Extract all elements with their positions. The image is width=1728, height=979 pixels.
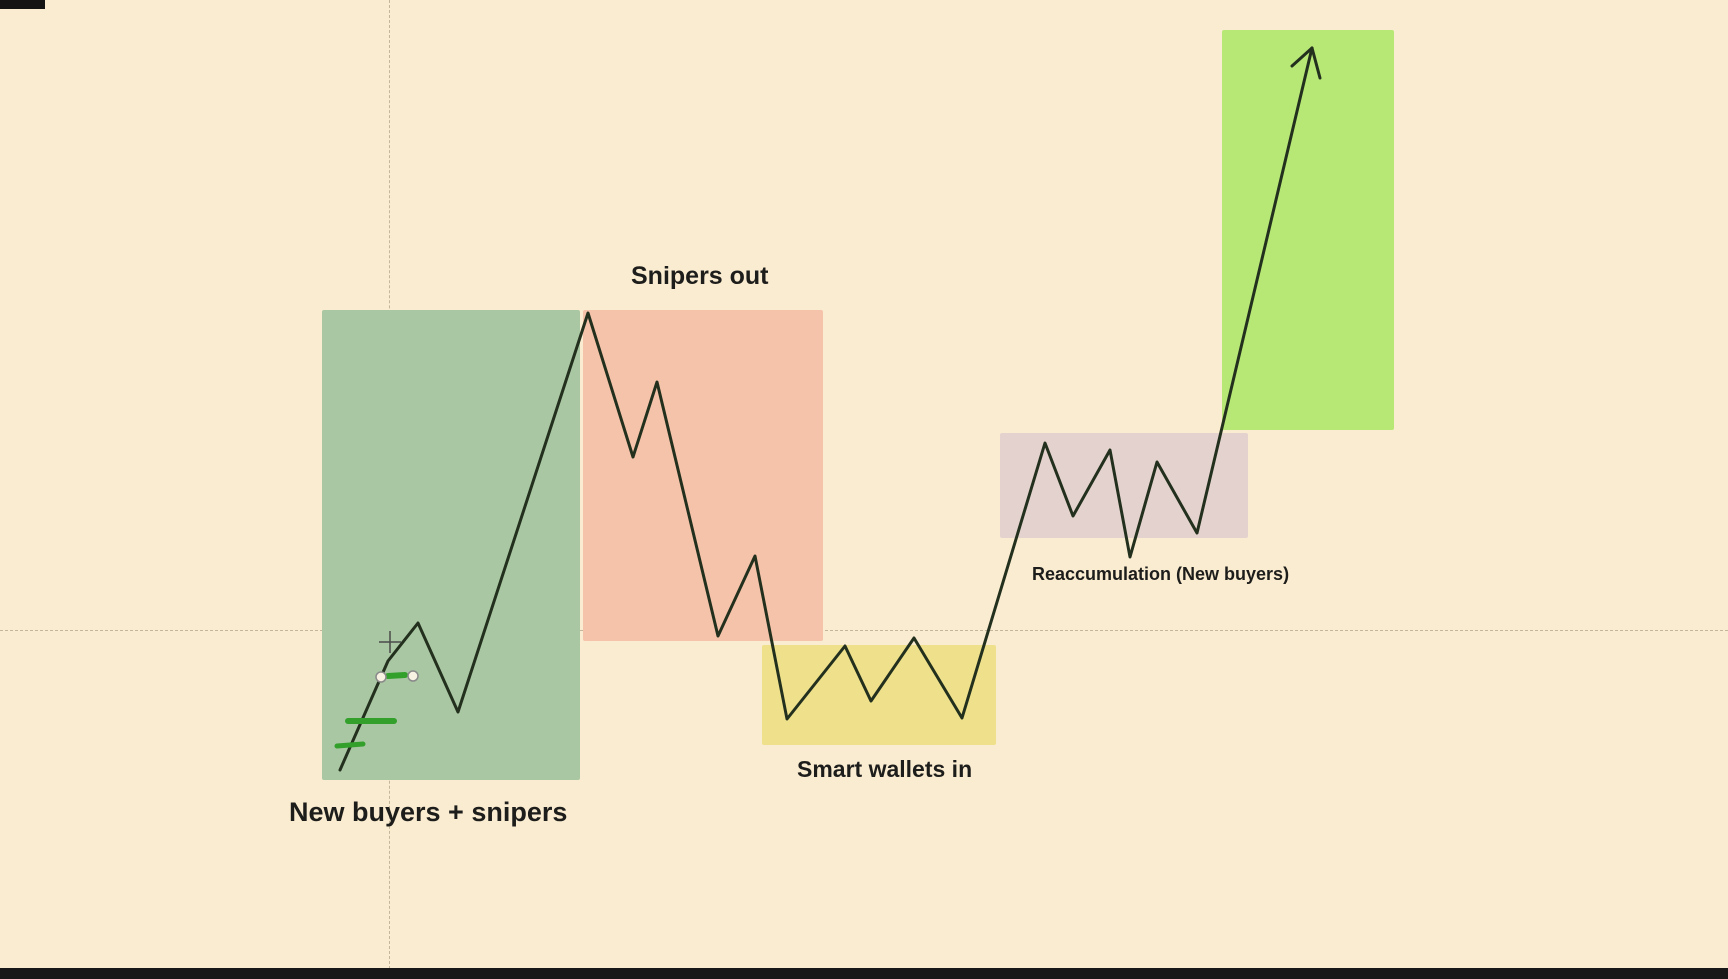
green-marker-stroke[interactable] (334, 741, 366, 749)
window-corner-mark (0, 0, 45, 9)
label-snipers-out: Snipers out (631, 262, 769, 290)
label-reaccumulation: Reaccumulation (New buyers) (1032, 564, 1290, 584)
label-new-buyers-snipers: New buyers + snipers (289, 797, 568, 827)
breakout-zone-box[interactable] (1222, 30, 1394, 430)
arrowhead-icon (1310, 46, 1322, 80)
arrowhead-icon (1290, 46, 1314, 68)
accumulation-zone-box[interactable] (322, 310, 580, 780)
smart-wallets-zone-box[interactable] (762, 645, 996, 745)
selection-handle[interactable] (407, 670, 419, 682)
snipers-out-zone-box[interactable] (583, 310, 823, 641)
video-progress-bar[interactable] (0, 968, 1728, 979)
green-marker-stroke[interactable] (385, 672, 408, 679)
label-smart-wallets-in: Smart wallets in (797, 756, 973, 782)
price-line[interactable] (338, 46, 1314, 772)
selection-handle[interactable] (375, 671, 387, 683)
